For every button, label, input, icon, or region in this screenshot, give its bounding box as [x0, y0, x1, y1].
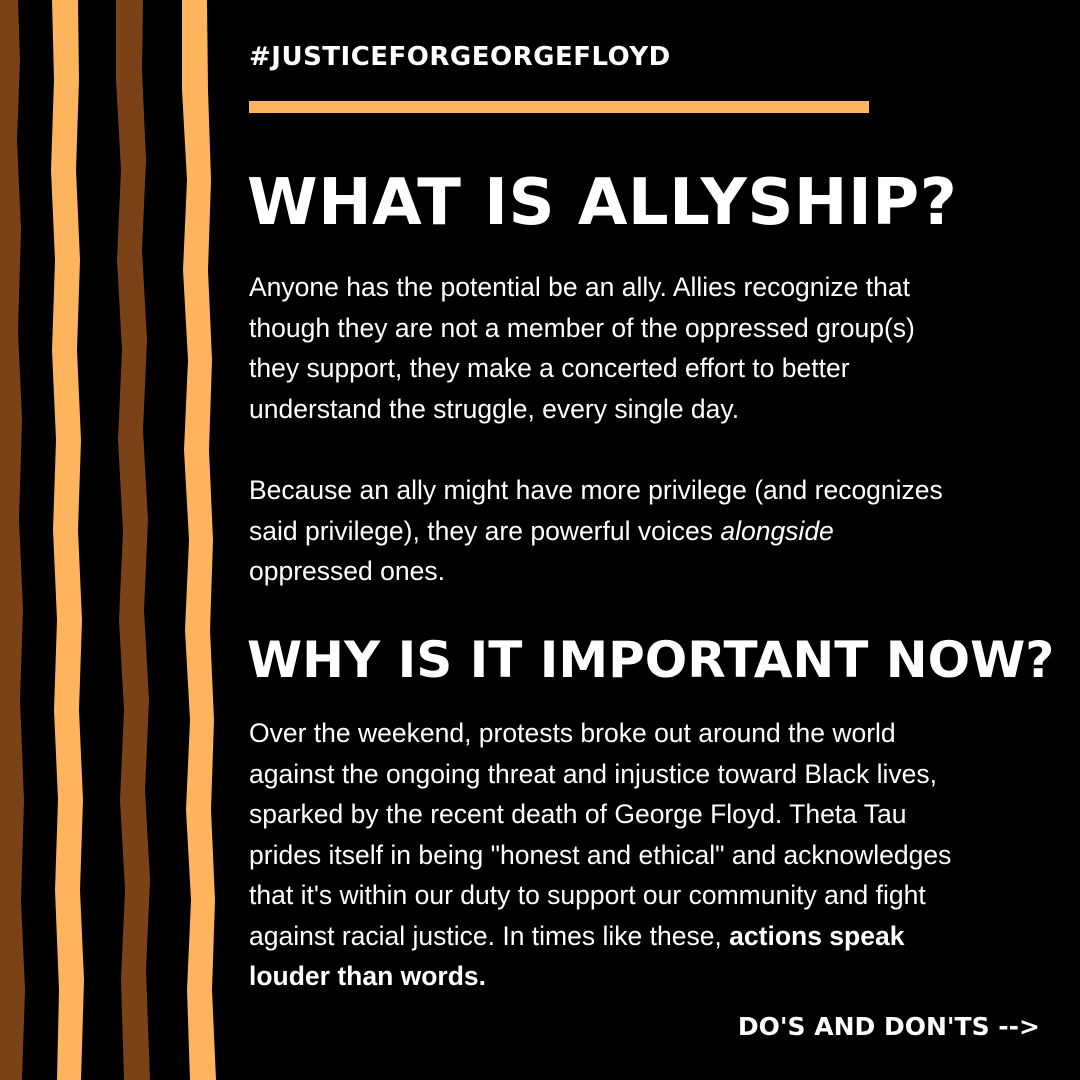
stripe-brown-2 [116, 0, 150, 1080]
allyship-privilege-paragraph: Because an ally might have more privileg… [249, 470, 1049, 592]
emphasis-alongside: alongside [720, 515, 834, 546]
paragraph-line: said privilege), they are powerful voice… [249, 511, 1049, 552]
hashtag-title: #JUSTICEFORGEORGEFLOYD [249, 42, 671, 72]
paragraph-line: prides itself in being "honest and ethic… [249, 839, 952, 870]
paragraph-line: though they are not a member of the oppr… [249, 312, 915, 343]
heading-why-important-now: WHY IS IT IMPORTANT NOW? [247, 631, 1055, 689]
paragraph-line: that it's within our duty to support our… [249, 880, 926, 910]
paragraph-line: Because an ally might have more privileg… [249, 475, 943, 505]
paragraph-line: sparked by the recent death of George Fl… [249, 799, 907, 829]
bold-actions-speak: actions speak [729, 920, 905, 951]
paragraph-text: said privilege), they are powerful voice… [249, 515, 721, 546]
stripe-orange-1 [51, 0, 84, 1080]
paragraph-line: against the ongoing threat and injustice… [249, 758, 937, 789]
paragraph-line: they support, they make a concerted effo… [249, 353, 850, 383]
paragraph-text: against racial justice. In times like th… [249, 920, 730, 951]
importance-paragraph: Over the weekend, protests broke out aro… [249, 713, 1049, 997]
decorative-stripes [0, 0, 216, 1080]
stripe-orange-2 [182, 0, 216, 1080]
paragraph-line: Anyone has the potential be an ally. All… [249, 272, 910, 302]
paragraph-line: against racial justice. In times like th… [249, 916, 1049, 957]
heading-what-is-allyship: WHAT IS ALLYSHIP? [247, 166, 958, 240]
paragraph-line: understand the struggle, every single da… [249, 393, 740, 424]
paragraph-line: oppressed ones. [249, 556, 445, 586]
allyship-definition-paragraph: Anyone has the potential be an ally. All… [249, 267, 1049, 429]
accent-divider [249, 101, 869, 113]
stripe-brown-1 [0, 0, 25, 1080]
paragraph-line: Over the weekend, protests broke out aro… [249, 718, 896, 748]
bold-louder-than-words: louder than words. [249, 961, 487, 991]
next-slide-link[interactable]: DO'S AND DON'TS --> [737, 1012, 1040, 1041]
